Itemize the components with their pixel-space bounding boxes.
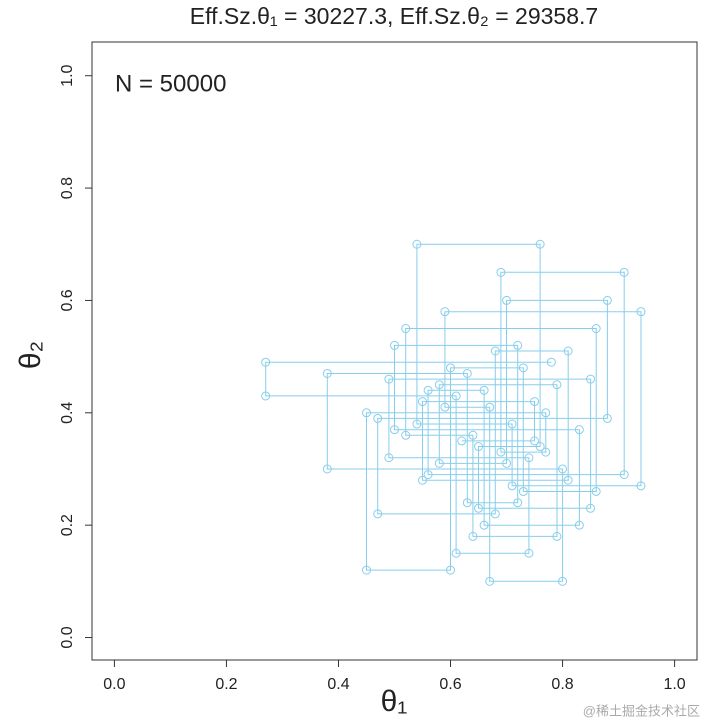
point — [390, 425, 399, 435]
point — [462, 368, 472, 378]
x-tick-label: 1.0 — [663, 676, 685, 693]
point — [552, 531, 562, 541]
point — [552, 380, 562, 390]
y-tick-label: 0.2 — [59, 514, 76, 536]
point — [479, 520, 489, 530]
x-tick-label: 0.4 — [327, 676, 349, 693]
point — [322, 464, 332, 474]
point — [496, 267, 506, 277]
point — [535, 442, 545, 452]
point — [401, 430, 411, 440]
point — [384, 374, 394, 384]
point — [440, 307, 450, 317]
point — [434, 380, 444, 390]
point — [440, 402, 450, 412]
point — [261, 391, 271, 401]
point — [373, 509, 383, 519]
point — [412, 239, 422, 249]
point — [451, 548, 461, 558]
x-tick-label: 0.0 — [103, 676, 125, 693]
y-tick-label: 0.8 — [59, 177, 76, 199]
point — [586, 503, 596, 513]
point — [563, 475, 573, 485]
point — [462, 498, 472, 508]
point — [502, 295, 512, 305]
point — [457, 436, 467, 446]
point — [541, 447, 551, 457]
point — [490, 346, 500, 356]
point — [384, 453, 394, 463]
point — [535, 239, 545, 249]
point — [468, 531, 478, 541]
point — [586, 374, 596, 384]
point — [485, 576, 495, 586]
point — [485, 402, 495, 412]
point — [591, 324, 601, 334]
point — [558, 576, 568, 586]
chart-title: Eff.Sz.θ₁ = 30227.3, Eff.Sz.θ₂ = 29358.7 — [190, 3, 598, 29]
point — [619, 470, 629, 480]
point — [474, 503, 484, 513]
point — [451, 391, 461, 401]
point — [507, 481, 517, 491]
point — [530, 397, 540, 407]
point — [524, 548, 534, 558]
y-tick-label: 0.4 — [59, 402, 76, 424]
point — [574, 425, 584, 435]
point — [361, 565, 371, 575]
x-tick-label: 0.2 — [215, 676, 237, 693]
point — [602, 295, 612, 305]
point — [518, 486, 528, 496]
point — [412, 419, 422, 429]
point — [619, 267, 629, 277]
annotation: N = 50000 — [115, 70, 226, 97]
x-axis-label: θ₁ — [381, 685, 408, 718]
point — [446, 565, 456, 575]
y-axis-label: θ₂ — [14, 341, 47, 369]
plot-frame — [91, 41, 698, 661]
point — [418, 475, 428, 485]
point — [636, 481, 646, 491]
point — [468, 430, 478, 440]
point — [518, 363, 528, 373]
point — [502, 458, 512, 468]
watermark: @稀土掘金技术社区 — [583, 703, 700, 718]
point — [591, 486, 601, 496]
point — [541, 408, 551, 418]
point — [390, 340, 399, 350]
trace-line — [265, 243, 642, 582]
point — [474, 442, 484, 452]
point — [434, 458, 444, 468]
point — [373, 413, 383, 423]
point — [602, 413, 612, 423]
point — [401, 324, 411, 334]
point — [423, 385, 433, 395]
point — [490, 509, 500, 519]
x-tick-label: 0.8 — [551, 676, 573, 693]
point — [446, 363, 456, 373]
point — [530, 436, 540, 446]
point — [496, 447, 506, 457]
point — [513, 498, 523, 508]
point — [574, 520, 584, 530]
point — [558, 464, 568, 474]
point — [322, 368, 332, 378]
point — [524, 453, 534, 463]
x-tick-label: 0.6 — [439, 676, 461, 693]
point — [563, 346, 573, 356]
point — [423, 470, 433, 480]
y-tick-label: 0.6 — [59, 289, 76, 311]
y-tick-label: 1.0 — [59, 64, 76, 86]
point — [507, 419, 517, 429]
point — [261, 357, 271, 367]
point — [418, 397, 428, 407]
point — [636, 307, 646, 317]
point — [513, 340, 523, 350]
point — [479, 385, 489, 395]
point — [546, 357, 556, 367]
point — [361, 408, 371, 418]
y-tick-label: 0.0 — [59, 626, 76, 648]
